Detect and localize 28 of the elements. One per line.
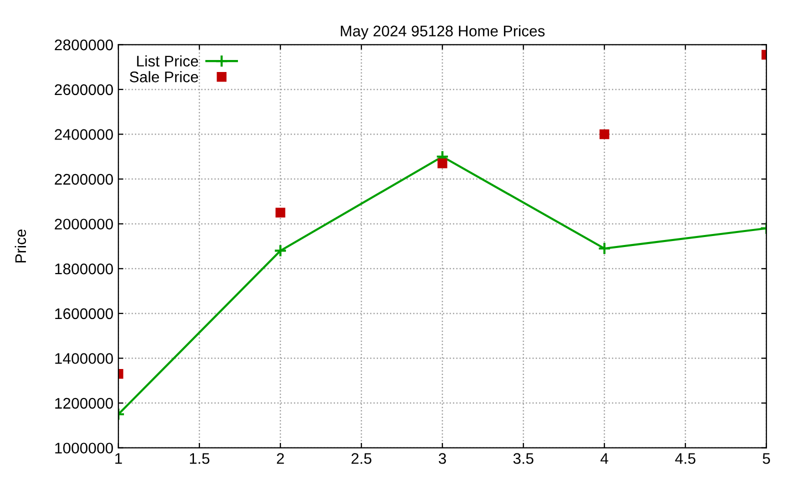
y-tick-label: 2800000 — [54, 40, 113, 50]
point — [438, 158, 448, 168]
y-tick-label: 2600000 — [54, 84, 113, 96]
x-tick-label: 5 — [762, 453, 770, 464]
legend-label: List Price — [137, 55, 198, 67]
point — [598, 242, 611, 256]
legend-label: Sale Price — [130, 71, 198, 82]
x-tick-label: 4 — [600, 453, 608, 464]
y-tick-label: 2200000 — [54, 174, 113, 185]
y-axis-title: Price — [14, 230, 26, 262]
x-tick-label: 1.5 — [190, 453, 210, 464]
y-tick-label: 1000000 — [55, 442, 113, 454]
x-tick-label: 4.5 — [675, 453, 696, 464]
x-tick-label: 2.5 — [352, 453, 372, 464]
x-tick-label: 1 — [115, 453, 122, 464]
x-tick-label: 3.5 — [513, 453, 534, 464]
y-tick-label: 2400000 — [54, 129, 113, 140]
y-tick-label: 1600000 — [55, 308, 113, 320]
y-tick-label: 1200000 — [55, 398, 113, 409]
y-tick-label: 1800000 — [55, 264, 113, 274]
x-tick-label: 2 — [276, 453, 284, 464]
y-tick-label: 1400000 — [55, 353, 113, 364]
chart-title: May 2024 95128 Home Prices — [340, 25, 545, 40]
point — [276, 208, 286, 218]
y-tick-label: 2000000 — [54, 218, 113, 230]
point — [600, 129, 610, 140]
point — [274, 244, 287, 258]
x-tick-label: 3 — [438, 453, 446, 464]
